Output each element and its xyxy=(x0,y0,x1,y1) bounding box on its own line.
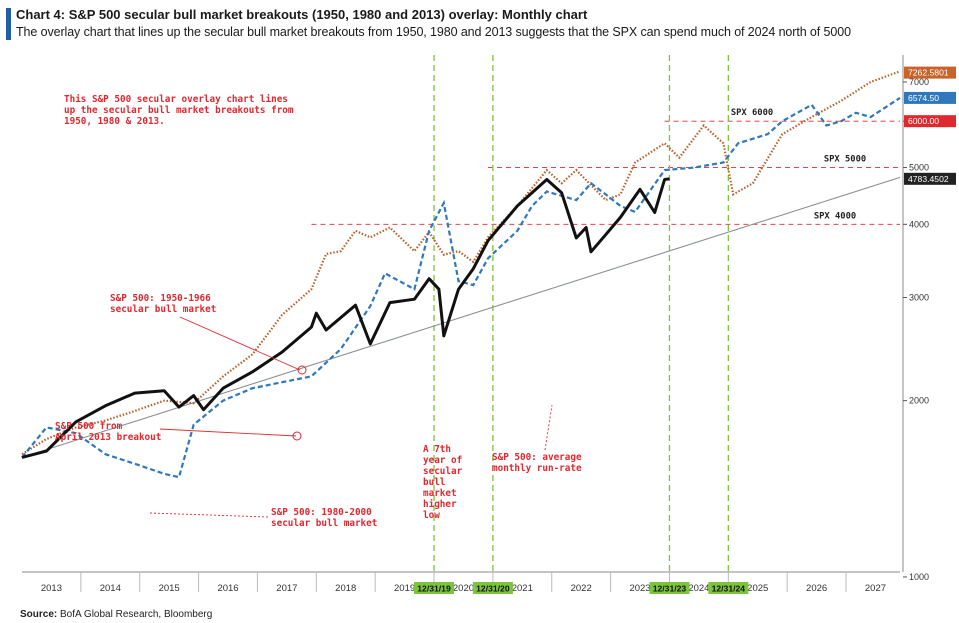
series-line-black-solid xyxy=(21,177,670,459)
series-line-gray-solid xyxy=(21,176,901,458)
x-tick-label: 2027 xyxy=(865,583,886,594)
annotation-run-rate: S&P 500: average monthly run-rate xyxy=(492,452,582,474)
annotation-2013-breakout: S&P 500 from April 2013 breakout xyxy=(55,421,162,443)
series-line-blue-dashed xyxy=(21,96,901,479)
reference-label-5000: SPX 5000 xyxy=(824,155,866,165)
vertical-marker-tag xyxy=(649,582,690,594)
vertical-marker-tag xyxy=(708,582,749,594)
x-tick-label: 2018 xyxy=(335,583,356,594)
value-tag-label: 6000.00 xyxy=(908,116,939,126)
y-tick-label: 4000 xyxy=(909,219,929,229)
value-tag xyxy=(904,115,956,128)
series-line-orange-dotted xyxy=(21,70,901,456)
vertical-marker-tag xyxy=(472,582,513,594)
reference-label-4000: SPX 4000 xyxy=(814,211,856,221)
reference-label-6000: SPX 6000 xyxy=(731,108,773,118)
x-tick-label: 2023 xyxy=(629,583,650,594)
annotation-1950-series: S&P 500: 1950-1966 secular bull market xyxy=(110,293,217,315)
leader-1950-marker xyxy=(297,365,307,375)
value-tag-label: 6574.50 xyxy=(908,93,939,103)
leader-2013 xyxy=(159,428,297,437)
leader-run-rate xyxy=(544,404,553,451)
x-tick-label: 2026 xyxy=(806,583,827,594)
annotation-1980-series: S&P 500: 1980-2000 secular bull market xyxy=(271,507,378,529)
y-tick-label: 2000 xyxy=(909,396,929,406)
vertical-marker-label: 12/31/20 xyxy=(476,584,510,594)
y-tick-label: 7000 xyxy=(909,77,929,87)
value-tag-label: 7262.5801 xyxy=(908,68,949,78)
source-note: Source: BofA Global Research, Bloomberg xyxy=(20,609,213,620)
y-tick-label: 1000 xyxy=(909,572,929,582)
x-tick-label: 2024 xyxy=(688,583,709,594)
leader-1950 xyxy=(179,316,301,371)
leader-1980 xyxy=(149,512,269,518)
y-tick-label: 5000 xyxy=(909,163,929,173)
value-tag xyxy=(904,172,956,185)
value-tag xyxy=(904,91,956,104)
x-tick-label: 2021 xyxy=(512,583,533,594)
annotation-overlay-note-line3: 1950, 1980 & 2013. xyxy=(64,116,165,127)
annotation-overlay-note-line1: This S&P 500 secular overlay chart lines xyxy=(64,94,288,105)
leader-2013-marker xyxy=(292,431,302,441)
vertical-marker-label: 12/31/24 xyxy=(712,584,746,594)
x-tick-label: 2020 xyxy=(453,583,474,594)
title-accent-bar xyxy=(6,8,11,40)
annotation-overlay-note: This S&P 500 secular overlay chart lines… xyxy=(64,94,294,127)
x-tick-label: 2025 xyxy=(747,583,768,594)
x-tick-label: 2013 xyxy=(41,583,62,594)
y-tick-label: 3000 xyxy=(909,292,929,302)
chart-subtitle: The overlay chart that lines up the secu… xyxy=(16,25,851,39)
vertical-marker-tag xyxy=(414,582,455,594)
value-tag xyxy=(904,66,956,79)
x-tick-label: 2022 xyxy=(571,583,592,594)
vertical-marker-label: 12/31/19 xyxy=(417,584,451,594)
x-tick-label: 2017 xyxy=(276,583,297,594)
x-tick-label: 2014 xyxy=(100,583,121,594)
annotation-overlay-note-line2: up the secular bull market breakouts fro… xyxy=(64,105,294,116)
x-tick-label: 2016 xyxy=(217,583,238,594)
x-tick-label: 2015 xyxy=(159,583,180,594)
annotation-7th-year: A 7th year of secular bull market higher… xyxy=(423,444,463,521)
x-tick-label: 2019 xyxy=(394,583,415,594)
chart-title: Chart 4: S&P 500 secular bull market bre… xyxy=(16,7,588,22)
vertical-marker-label: 12/31/23 xyxy=(653,584,687,594)
value-tag-label: 4783.4502 xyxy=(908,174,949,184)
